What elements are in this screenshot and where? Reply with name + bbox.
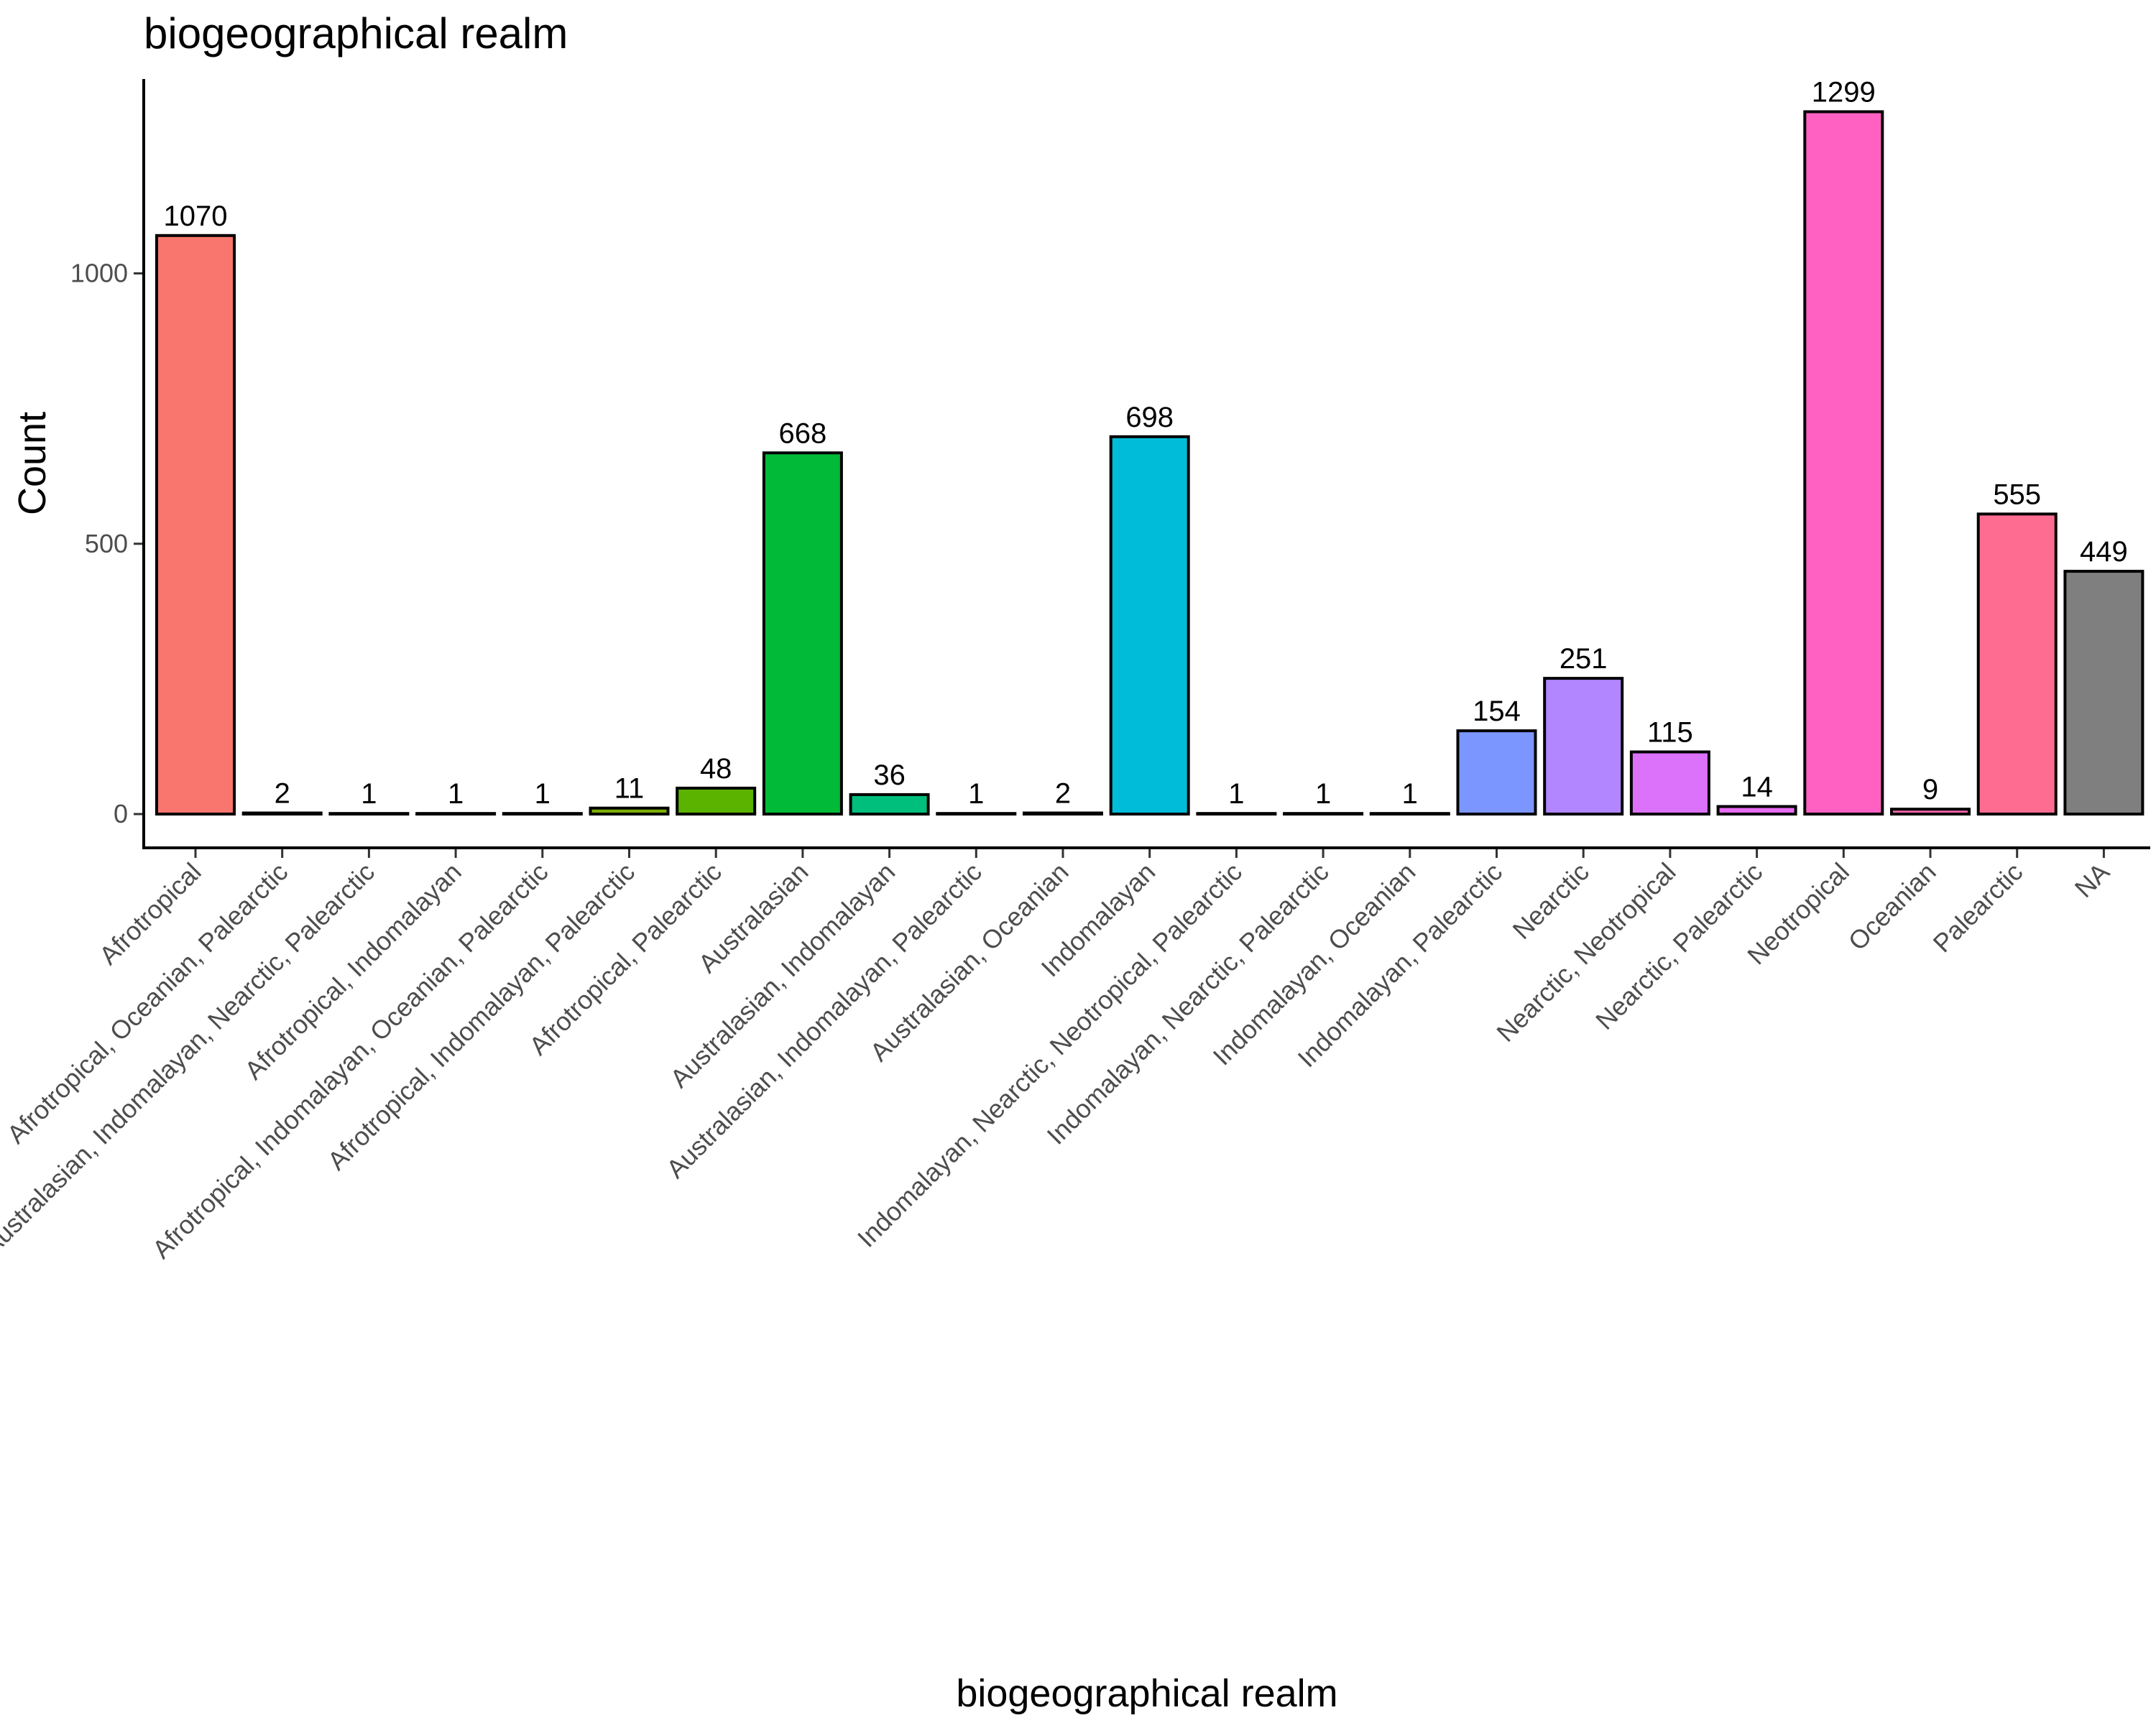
- bar: [1716, 805, 1797, 816]
- bar-value-label: 1: [361, 778, 377, 810]
- y-axis: 0 500 1000: [70, 79, 145, 848]
- bar-value-label: 115: [1647, 717, 1693, 749]
- bars-group: [155, 110, 2145, 816]
- x-tick-label: Afrotropical, Indomalayan, Oceanian, Pal…: [147, 857, 554, 1265]
- bar: [155, 234, 236, 816]
- bar: [1803, 110, 1884, 816]
- bar: [936, 812, 1017, 816]
- bar: [328, 812, 410, 816]
- bar: [1023, 811, 1103, 816]
- bar-value-label: 2: [275, 778, 290, 810]
- bar: [1976, 512, 2058, 816]
- bar-value-label: 1: [448, 778, 464, 810]
- bar-value-label: 449: [2080, 536, 2128, 568]
- bar-value-label: 9: [1922, 774, 1938, 805]
- bar: [1543, 677, 1624, 816]
- bar-value-label: 1299: [1812, 77, 1876, 108]
- bar-value-label: 251: [1560, 643, 1608, 675]
- bar-value-label: 1070: [164, 200, 228, 232]
- bar: [589, 806, 670, 816]
- bar-value-label: 668: [779, 417, 827, 449]
- x-tick-label: Oceanian: [1843, 857, 1942, 956]
- bar-value-label: 698: [1125, 402, 1174, 433]
- bar-value-label: 154: [1473, 696, 1521, 727]
- x-tick-label: Afrotropical, Indomalayan, Palearctic: [322, 857, 641, 1176]
- bar: [676, 786, 757, 816]
- bar: [1456, 729, 1537, 816]
- x-tick-label: Nearctic, Palearctic: [1590, 857, 1768, 1035]
- bar-value-label: 1: [535, 778, 550, 810]
- bar: [762, 451, 843, 816]
- bar-value-label: 36: [873, 759, 906, 791]
- bar-value-label: 14: [1741, 772, 1773, 803]
- y-tick-label: 0: [114, 799, 128, 828]
- x-axis-title: biogeographical realm: [956, 1672, 1337, 1715]
- bar: [241, 811, 323, 816]
- bar: [849, 793, 930, 816]
- y-tick-label: 1000: [70, 259, 128, 288]
- bar: [1196, 812, 1277, 816]
- y-tick-label: 500: [85, 529, 128, 558]
- bar-value-label: 11: [614, 773, 645, 805]
- bar: [1369, 812, 1450, 816]
- bar: [1629, 750, 1710, 816]
- bar: [502, 812, 583, 816]
- x-tick-label: Nearctic: [1507, 857, 1595, 945]
- bar-value-label: 1: [1228, 778, 1244, 810]
- bar-value-label: 555: [1993, 479, 2041, 510]
- bar: [1283, 812, 1364, 816]
- bar: [1890, 808, 1971, 816]
- chart-title: biogeographical realm: [144, 9, 568, 57]
- bar-value-label: 2: [1055, 778, 1071, 810]
- x-tick-label: NA: [2069, 857, 2115, 903]
- bar-value-label: 1: [1315, 778, 1331, 810]
- bar: [415, 812, 497, 816]
- bar: [2063, 570, 2145, 816]
- x-tick-label: Australasian, Indomalayan, Palearctic: [660, 857, 987, 1184]
- bar: [1109, 435, 1190, 816]
- bar-value-label: 1: [1402, 778, 1418, 810]
- x-tick-label: Palearctic: [1927, 857, 2029, 958]
- bar-value-label: 1: [968, 778, 984, 810]
- y-axis-title: Count: [11, 412, 54, 515]
- bar-value-label: 48: [700, 753, 732, 785]
